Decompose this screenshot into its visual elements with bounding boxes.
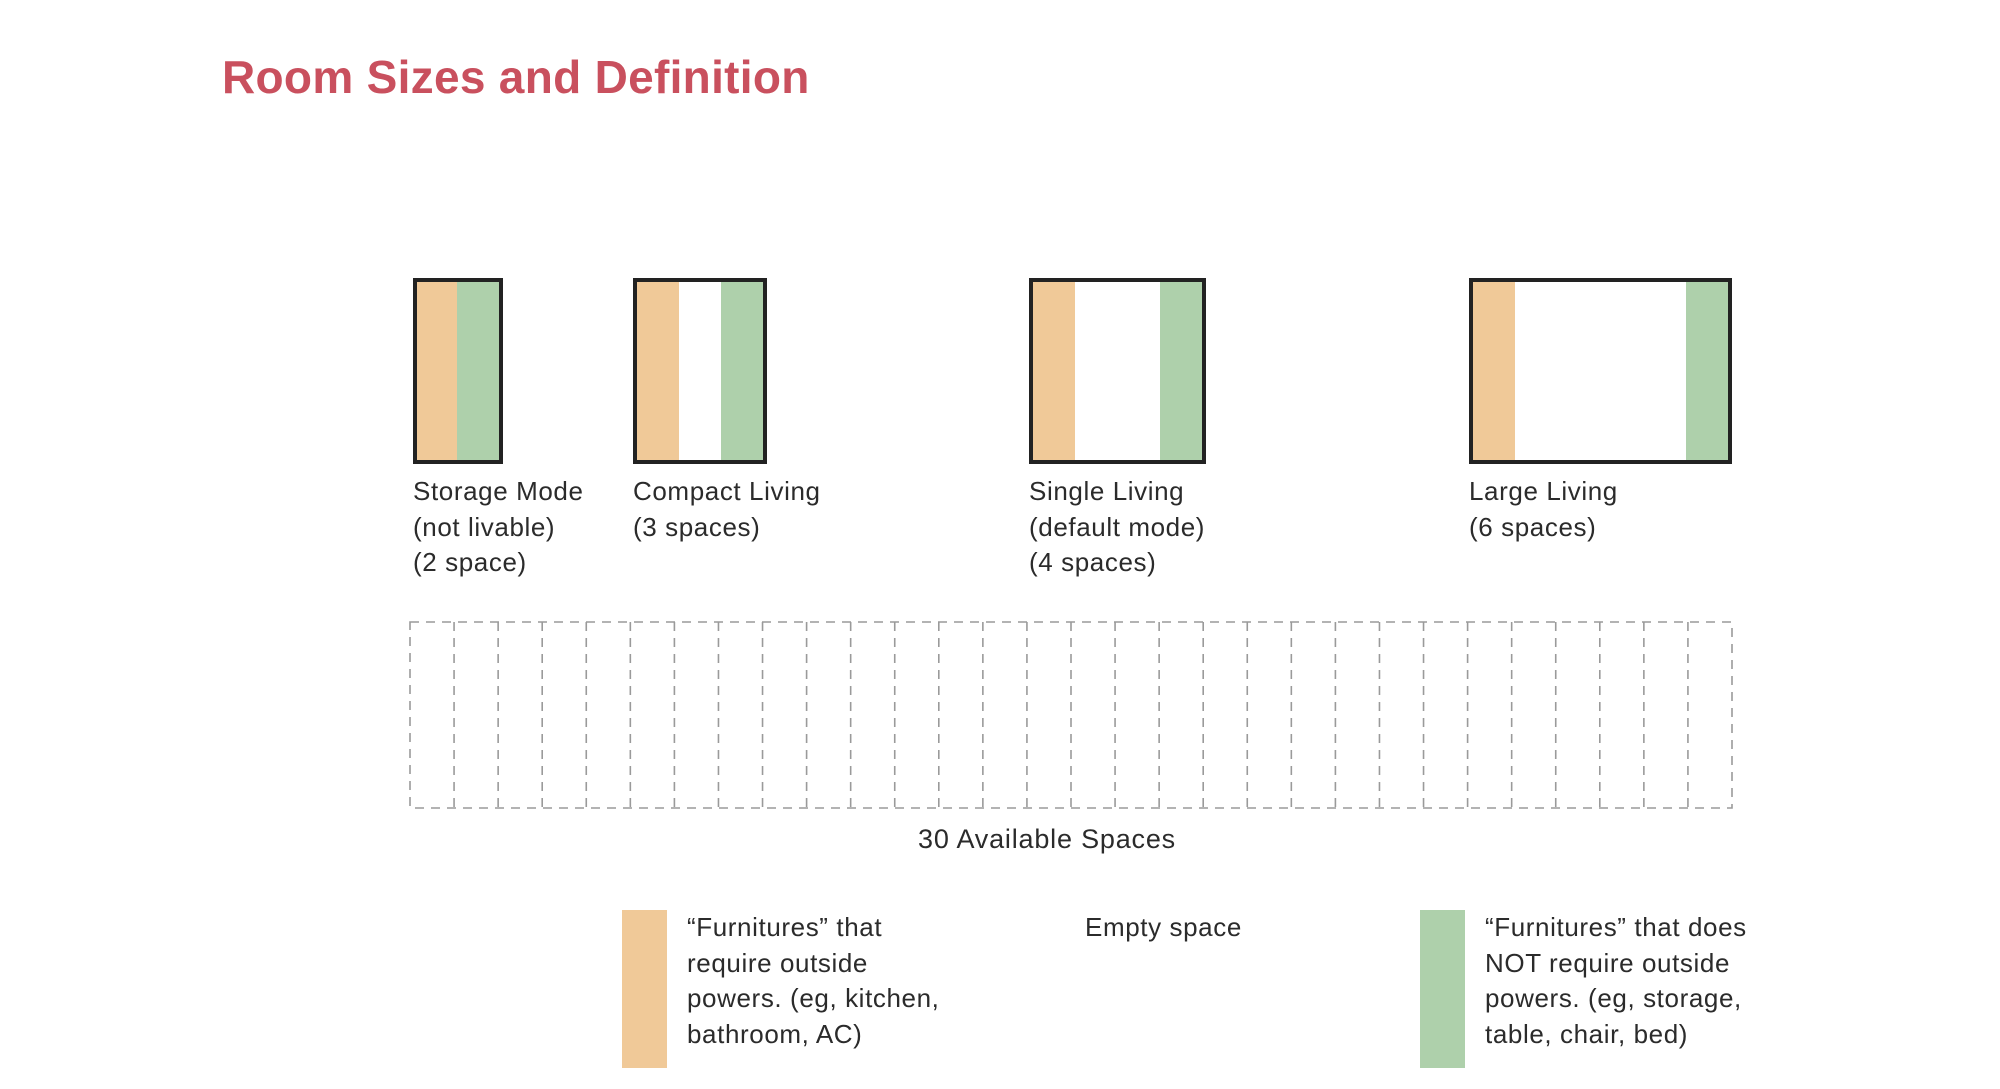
legend-swatch-unpowered <box>1420 910 1465 1068</box>
room-note: (default mode) <box>1029 511 1206 542</box>
room-name: Compact Living <box>633 476 821 506</box>
powered-furniture-strip <box>417 282 459 460</box>
room-large-living <box>1469 278 1732 464</box>
room-note: (not livable) <box>413 511 556 542</box>
room-single-living <box>1029 278 1206 464</box>
room-space-count: (3 spaces) <box>633 511 761 542</box>
room-compact-living <box>633 278 767 464</box>
available-spaces-grid <box>409 621 1733 809</box>
powered-furniture-strip <box>1033 282 1075 460</box>
powered-furniture-strip <box>1473 282 1515 460</box>
legend-swatch-powered <box>622 910 667 1068</box>
available-spaces-caption-row: 30 Available Spaces <box>0 824 2000 855</box>
legend-text-empty: Empty space <box>1085 912 1242 942</box>
room-space-count: (4 spaces) <box>1029 547 1157 577</box>
unpowered-furniture-strip <box>721 282 763 460</box>
available-spaces-caption: 30 Available Spaces <box>918 824 1176 854</box>
page-title: Room Sizes and Definition <box>222 51 810 103</box>
room-label-storage-mode: Storage Mode (not livable) (2 space) <box>413 474 584 581</box>
unpowered-furniture-strip <box>1160 282 1202 460</box>
room-label-large-living: Large Living (6 spaces) <box>1469 474 1618 545</box>
room-name: Large Living <box>1469 476 1618 506</box>
room-space-count: (6 spaces) <box>1469 511 1597 542</box>
room-name: Single Living <box>1029 476 1185 506</box>
room-space-count: (2 space) <box>413 547 527 577</box>
available-spaces-frame <box>409 621 1733 809</box>
unpowered-furniture-strip <box>457 282 499 460</box>
room-label-compact-living: Compact Living (3 spaces) <box>633 474 821 545</box>
unpowered-furniture-strip <box>1686 282 1728 460</box>
room-name: Storage Mode <box>413 476 584 506</box>
legend-text-powered: “Furnitures” that require outside powers… <box>687 912 940 1049</box>
legend-text-unpowered: “Furnitures” that does NOT require outsi… <box>1485 912 1747 1049</box>
powered-furniture-strip <box>637 282 679 460</box>
room-storage-mode <box>413 278 503 464</box>
room-label-single-living: Single Living (default mode) (4 spaces) <box>1029 474 1205 581</box>
